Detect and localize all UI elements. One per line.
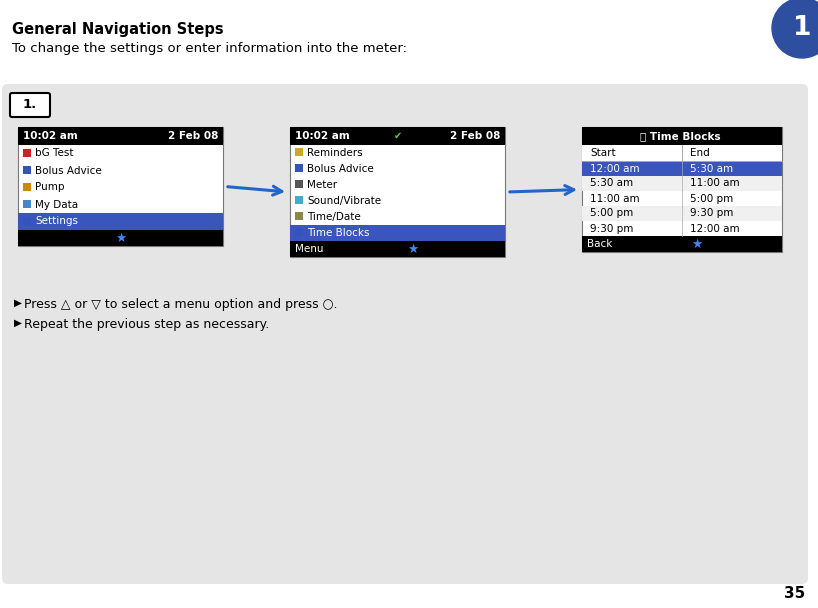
Text: Back: Back [587, 239, 613, 249]
Bar [295, 164, 303, 172]
Text: Bolus Advice: Bolus Advice [307, 164, 374, 174]
Text: Time/Date: Time/Date [307, 212, 361, 222]
Bar [582, 161, 782, 176]
Bar [23, 149, 31, 157]
Text: Press △ or ▽ to select a menu option and press ○.: Press △ or ▽ to select a menu option and… [24, 298, 338, 311]
Text: ▶: ▶ [14, 318, 22, 328]
Text: 10:02 am: 10:02 am [23, 131, 78, 141]
Text: End: End [690, 148, 710, 158]
Text: My Data: My Data [35, 199, 79, 210]
Bar [18, 127, 223, 246]
Bar [582, 145, 782, 161]
Bar [582, 236, 782, 252]
Text: 11:00 am: 11:00 am [590, 193, 640, 204]
Bar [23, 217, 31, 225]
Text: General Navigation Steps: General Navigation Steps [12, 22, 223, 37]
Text: 35: 35 [784, 587, 806, 601]
Bar [290, 127, 505, 145]
Text: 9:30 pm: 9:30 pm [590, 224, 633, 233]
Text: To change the settings or enter information into the meter:: To change the settings or enter informat… [12, 42, 407, 55]
Bar [18, 127, 223, 145]
Bar [23, 183, 31, 191]
Text: 11:00 am: 11:00 am [690, 179, 739, 188]
Bar [18, 230, 223, 246]
Bar [295, 228, 303, 236]
Text: 2 Feb 08: 2 Feb 08 [168, 131, 218, 141]
Bar [290, 127, 505, 257]
Text: ⏰ Time Blocks: ⏰ Time Blocks [640, 131, 721, 141]
Bar [295, 148, 303, 156]
Text: Menu: Menu [295, 244, 323, 254]
Bar [582, 127, 782, 252]
Bar [290, 225, 505, 241]
FancyBboxPatch shape [10, 93, 50, 117]
Text: Start: Start [590, 148, 616, 158]
Text: Bolus Advice: Bolus Advice [35, 165, 101, 176]
Text: 9:30 pm: 9:30 pm [690, 209, 734, 218]
Bar [295, 180, 303, 188]
Text: 5:30 am: 5:30 am [590, 179, 633, 188]
Bar [23, 200, 31, 208]
Text: Pump: Pump [35, 182, 65, 193]
Bar [23, 166, 31, 174]
Text: ★: ★ [691, 238, 703, 250]
Text: 1.: 1. [23, 98, 37, 111]
Bar [290, 241, 505, 257]
Text: 1: 1 [793, 15, 811, 41]
Text: Settings: Settings [35, 216, 78, 227]
Text: 5:00 pm: 5:00 pm [590, 209, 633, 218]
Text: Meter: Meter [307, 180, 337, 190]
Circle shape [772, 0, 818, 58]
Text: Reminders: Reminders [307, 148, 362, 158]
Text: Time Blocks: Time Blocks [307, 228, 370, 238]
Bar [295, 212, 303, 220]
Text: ▶: ▶ [14, 298, 22, 308]
Text: bG Test: bG Test [35, 148, 74, 159]
Text: 5:00 pm: 5:00 pm [690, 193, 733, 204]
Bar [582, 176, 782, 191]
Text: ★: ★ [407, 243, 418, 255]
Bar [18, 213, 223, 230]
Text: Sound/Vibrate: Sound/Vibrate [307, 196, 381, 206]
Text: 12:00 am: 12:00 am [590, 164, 640, 173]
Text: 5:30 am: 5:30 am [690, 164, 733, 173]
FancyBboxPatch shape [2, 84, 808, 584]
Text: 12:00 am: 12:00 am [690, 224, 739, 233]
Text: 10:02 am: 10:02 am [295, 131, 350, 141]
Text: Repeat the previous step as necessary.: Repeat the previous step as necessary. [24, 318, 269, 331]
Bar [582, 127, 782, 145]
Bar [582, 206, 782, 221]
Bar [295, 196, 303, 204]
Text: ★: ★ [115, 232, 126, 244]
Text: 2 Feb 08: 2 Feb 08 [450, 131, 500, 141]
Text: ✔: ✔ [393, 131, 402, 141]
